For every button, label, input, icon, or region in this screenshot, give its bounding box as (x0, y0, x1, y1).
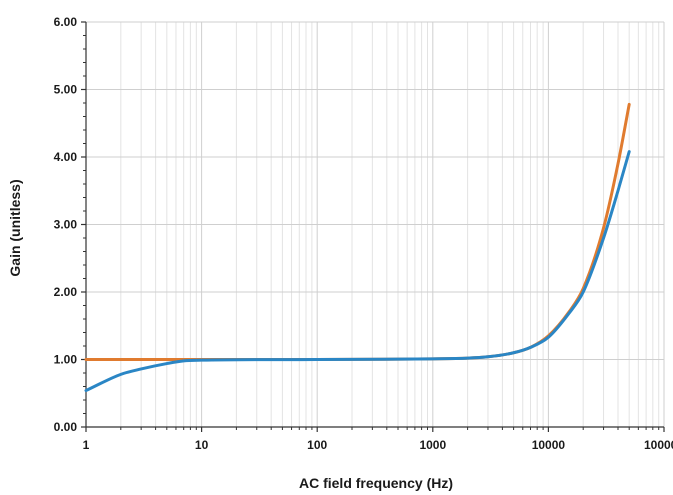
x-tick-label: 1 (83, 438, 90, 452)
y-tick-label: 0.00 (54, 420, 78, 434)
grid-lines (85, 21, 665, 428)
x-tick-label: 1000 (419, 438, 446, 452)
y-tick-label: 2.00 (54, 285, 78, 299)
series-lines (84, 102, 631, 393)
y-tick-label: 4.00 (54, 150, 78, 164)
x-tick-label: 100 (307, 438, 327, 452)
x-tick-label: 10000 (532, 438, 566, 452)
x-tick-label: 100000 (644, 438, 673, 452)
y-tick-label: 1.00 (54, 353, 78, 367)
y-tick-label: 6.00 (54, 15, 78, 29)
x-axis-ticks: 1 10 100 1000 10000 100000 (83, 427, 673, 452)
y-tick-label: 5.00 (54, 83, 78, 97)
y-axis-label: Gain (unitless) (7, 179, 23, 276)
x-tick-label: 10 (195, 438, 209, 452)
series-line-1 (84, 102, 631, 361)
series-line-2 (84, 150, 631, 393)
y-axis-ticks: 0.00 1.00 2.00 3.00 4.00 5.00 6.00 (54, 15, 86, 434)
y-tick-label: 3.00 (54, 218, 78, 232)
x-axis-label: AC field frequency (Hz) (299, 475, 453, 491)
